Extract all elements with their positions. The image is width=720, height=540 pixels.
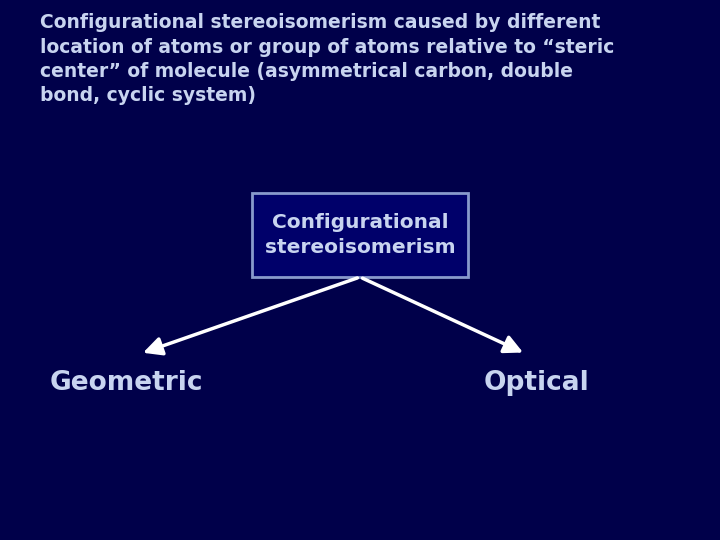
Text: Configurational stereoisomerism caused by different
location of atoms or group o: Configurational stereoisomerism caused b…: [40, 14, 614, 105]
Text: Configurational
stereoisomerism: Configurational stereoisomerism: [265, 213, 455, 257]
FancyBboxPatch shape: [252, 193, 468, 277]
Text: Geometric: Geometric: [49, 370, 203, 396]
Text: Optical: Optical: [484, 370, 589, 396]
